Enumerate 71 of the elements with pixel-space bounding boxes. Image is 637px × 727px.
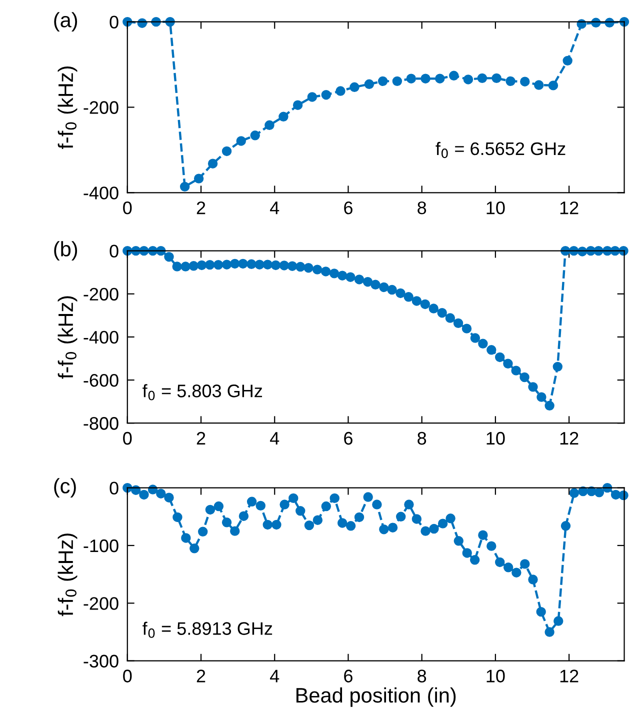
y-tick-label: -400 (84, 330, 118, 344)
y-tick-label: -800 (84, 417, 118, 430)
point (392, 76, 402, 86)
x-tick-label: 12 (560, 201, 578, 214)
point (236, 136, 246, 146)
point (562, 56, 572, 66)
y-tick-label: -600 (84, 374, 118, 387)
point (463, 74, 474, 84)
x-tick-label: 2 (196, 432, 206, 445)
y-tick-label: -200 (84, 101, 118, 114)
y-tick-label: 0 (110, 244, 118, 258)
x-tick-label: 8 (418, 201, 426, 214)
point (222, 146, 232, 156)
point (350, 82, 360, 92)
x-axis-title: Bead position (in) (296, 687, 456, 707)
annotation: f$_{0}$ = 5.8913 GHz (142, 622, 272, 638)
x-tick-label: 0 (123, 670, 132, 682)
x-tick-label: 0 (123, 432, 132, 445)
y-tick-label: -200 (84, 597, 118, 610)
point (194, 174, 204, 184)
x-tick-label: 10 (486, 670, 505, 682)
x-tick-label: 4 (270, 202, 280, 214)
annotation: f$_{0}$ = 6.5652 GHz (436, 142, 566, 158)
point (506, 76, 516, 86)
point (250, 130, 260, 140)
point (420, 74, 430, 84)
point (448, 70, 459, 80)
y-tick-label: -100 (84, 539, 118, 552)
point (180, 182, 190, 192)
point (278, 112, 288, 122)
point (492, 73, 502, 84)
text: (a) (54, 12, 78, 32)
x-tick-label: 4 (270, 670, 280, 682)
x-tick-label: 4 (270, 432, 280, 445)
text: (b) (54, 241, 78, 261)
point (292, 100, 303, 110)
point (321, 90, 332, 100)
point (336, 86, 346, 96)
y-tick-label: -400 (84, 186, 118, 200)
point (208, 158, 218, 168)
x-tick-label: 8 (418, 670, 426, 682)
y-tick-label: 0 (110, 482, 118, 495)
x-tick-label: 8 (418, 432, 426, 445)
point (378, 76, 388, 86)
x-tick-label: 6 (344, 201, 352, 214)
y-axis-title: f-f$_{0}$ (kHz) (58, 66, 78, 150)
x-tick-label: 2 (196, 201, 206, 214)
point (435, 74, 445, 84)
y-tick-label: 0 (110, 16, 118, 29)
y-axis-title: f-f$_{0}$ (kHz) (58, 296, 78, 379)
x-tick-label: 10 (486, 432, 505, 445)
point (264, 120, 274, 130)
point (520, 76, 530, 86)
y-axis-title: f-f$_{0}$ (kHz) (58, 534, 78, 616)
point (534, 80, 544, 90)
point (406, 74, 416, 84)
x-tick-label: 6 (344, 432, 352, 445)
point (307, 92, 318, 102)
annotation: f$_{0}$ = 5.803 GHz (142, 384, 262, 400)
text: (c) (54, 478, 76, 498)
x-tick-label: 12 (560, 670, 578, 682)
point (364, 79, 374, 90)
x-tick-label: 2 (196, 670, 206, 682)
x-tick-label: 12 (560, 432, 578, 445)
x-tick-label: 0 (123, 201, 132, 214)
y-tick-label: -300 (84, 654, 118, 668)
x-tick-label: 6 (344, 670, 352, 682)
x-tick-label: 10 (486, 201, 505, 214)
point (477, 73, 488, 84)
point (548, 80, 558, 90)
y-tick-label: -200 (84, 288, 118, 301)
